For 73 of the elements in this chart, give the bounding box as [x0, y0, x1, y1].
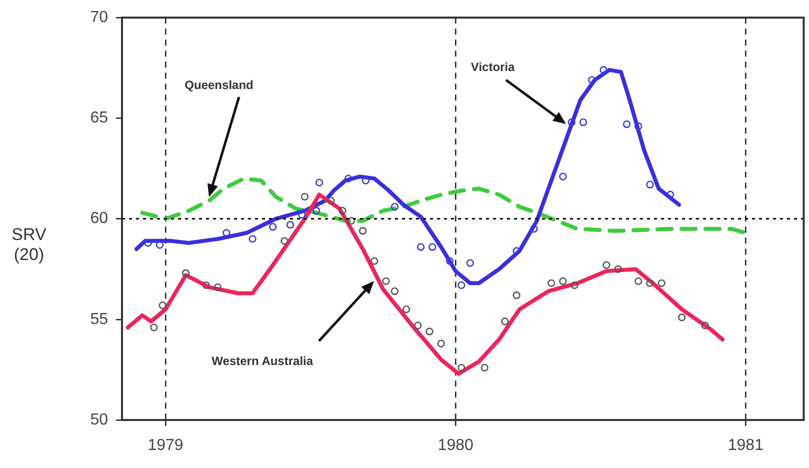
point — [358, 227, 367, 235]
point — [315, 178, 324, 186]
point — [248, 235, 256, 243]
point — [426, 328, 434, 336]
point — [666, 190, 674, 199]
point — [222, 229, 230, 237]
point — [568, 118, 576, 126]
point — [559, 172, 567, 180]
point — [214, 283, 222, 292]
x-tick-label: 1979 — [148, 437, 184, 454]
point — [658, 279, 666, 288]
point — [144, 239, 152, 247]
point — [312, 206, 320, 215]
annotation: Queensland — [184, 78, 254, 92]
point — [182, 269, 190, 277]
point — [614, 265, 622, 273]
point — [327, 196, 335, 205]
y-axis-title: SRV (20) — [10, 225, 48, 265]
x-tick-label: 1980 — [438, 437, 474, 454]
point — [268, 223, 277, 231]
point — [547, 279, 556, 288]
point — [370, 257, 378, 265]
point — [634, 277, 642, 286]
point — [559, 277, 567, 286]
point — [402, 305, 410, 314]
point — [280, 237, 288, 245]
point — [512, 291, 520, 300]
point — [701, 322, 709, 330]
point — [678, 314, 686, 322]
x-tick-label: 1981 — [728, 437, 764, 454]
point — [501, 318, 509, 326]
point — [150, 324, 158, 332]
point — [347, 216, 356, 225]
point — [600, 66, 608, 74]
point — [344, 174, 352, 182]
y-tick-label: 60 — [90, 210, 108, 228]
y-tick-label: 50 — [90, 411, 108, 428]
point — [530, 225, 538, 233]
y-tick-label: 55 — [90, 310, 108, 328]
point — [458, 364, 466, 372]
annotation: Western Australia — [212, 354, 314, 368]
point — [414, 322, 422, 330]
point — [437, 340, 445, 348]
point — [512, 247, 520, 255]
point — [634, 122, 642, 130]
point — [480, 364, 488, 372]
point — [416, 243, 425, 251]
point — [338, 206, 346, 215]
point — [446, 257, 454, 265]
point — [298, 210, 306, 219]
point — [390, 202, 399, 211]
annotation: Victoria — [470, 60, 515, 74]
point — [202, 281, 210, 290]
y-tick-label: 70 — [90, 9, 108, 26]
point — [286, 220, 294, 229]
point — [646, 180, 654, 188]
point — [158, 301, 166, 310]
point — [458, 281, 466, 290]
point — [602, 261, 610, 269]
point — [622, 120, 631, 128]
line-series — [140, 176, 748, 235]
point — [156, 241, 164, 249]
point — [428, 243, 436, 251]
point — [588, 76, 596, 84]
y-tick-label: 65 — [90, 110, 108, 127]
point — [382, 277, 390, 286]
point — [646, 279, 654, 288]
point — [466, 259, 474, 267]
point — [579, 118, 588, 126]
point — [362, 176, 370, 184]
point — [390, 287, 399, 296]
point — [570, 281, 578, 290]
point — [300, 192, 309, 201]
